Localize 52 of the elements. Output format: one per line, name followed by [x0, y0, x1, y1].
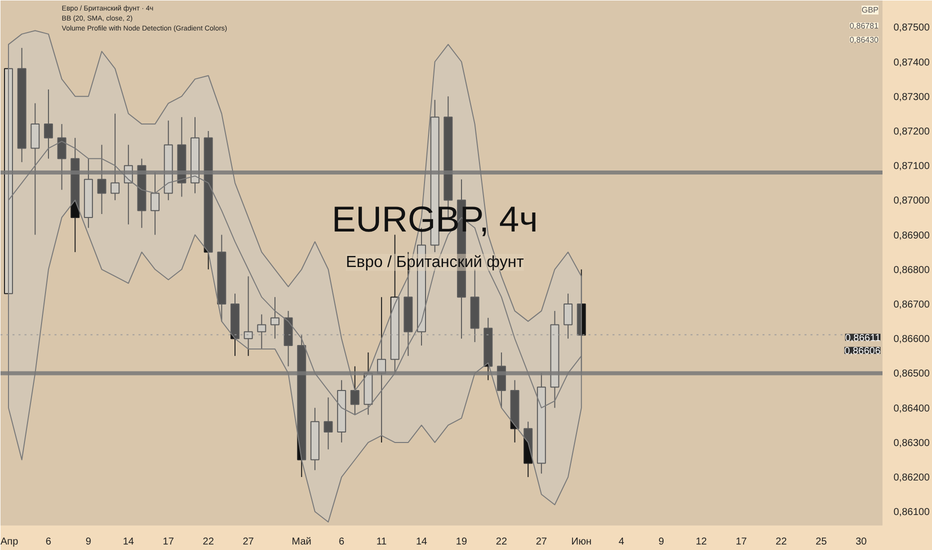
text: Евро / Британский фунт [346, 254, 525, 271]
annotation: GBP [862, 6, 879, 14]
y-tick-label: 0,86800 [894, 264, 930, 276]
candlestick [244, 276, 253, 356]
y-tick-label: 0,86500 [894, 368, 930, 380]
y-tick-label: 0,86200 [894, 472, 930, 484]
candlestick [257, 314, 266, 350]
x-tick-label: 19 [456, 536, 468, 548]
y-tick-label: 0,86900 [894, 230, 930, 242]
y-tick-label: 0,87400 [894, 57, 930, 68]
y-tick-label: 0,87200 [894, 126, 930, 138]
candlestick [57, 124, 66, 190]
x-tick-label: 30 [856, 536, 868, 548]
y-tick-label: 0,86700 [894, 300, 930, 311]
x-tick-label: 6 [338, 536, 345, 548]
x-tick-label: 6 [46, 536, 52, 548]
y-tick-label: 0,86300 [894, 438, 930, 449]
x-tick-label: 27 [242, 536, 254, 548]
candlestick [564, 293, 573, 340]
x-tick-label: 17 [736, 536, 748, 548]
candlestick [270, 296, 280, 340]
x-tick-label: Апр [0, 536, 19, 548]
x-tick-label: 11 [376, 536, 388, 548]
x-tick-label: 22 [776, 536, 788, 548]
candlestick [150, 172, 160, 236]
candlestick [350, 366, 360, 416]
x-tick-label: 17 [162, 536, 174, 548]
x-tick-label: 9 [86, 536, 92, 548]
y-tick-label: 0,87300 [894, 92, 930, 103]
x-tick-label: Май [292, 536, 312, 548]
x-tick-label: 12 [696, 536, 708, 548]
candlestick [44, 88, 53, 160]
annotation: 0,86781 [850, 22, 880, 30]
x-tick-label: 27 [536, 536, 548, 548]
x-tick-label: 25 [816, 536, 828, 548]
candlestick [324, 396, 333, 450]
candlestick [97, 144, 106, 215]
x-tick-label: 14 [416, 536, 428, 548]
x-tick-label: 22 [496, 536, 508, 548]
y-tick-label: 0,87100 [894, 161, 930, 172]
x-tick-label: 22 [202, 536, 214, 548]
candlestick [110, 113, 120, 201]
x-tick-label: Июн [571, 536, 592, 548]
y-tick-label: 0,86400 [894, 403, 930, 414]
y-tick-label: 0,86100 [894, 507, 930, 518]
y-tick-label: 0,87500 [894, 22, 930, 34]
y-tick-label: 0,87000 [894, 196, 930, 207]
annotation: 0,86430 [850, 36, 880, 44]
x-tick-label: 9 [658, 536, 665, 548]
x-tick-label: 4 [618, 536, 625, 548]
x-tick-label: 14 [122, 536, 134, 548]
y-tick-label: 0,86600 [894, 334, 930, 346]
